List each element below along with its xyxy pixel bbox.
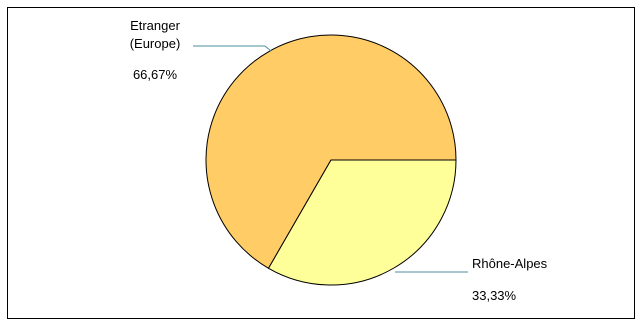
slice-labels: Etranger (Europe) 66,67% Rhône-Alpes 33,… <box>130 18 548 303</box>
slice-value-rhone-alpes: 33,33% <box>472 288 517 303</box>
slice-label-etranger-line-2: (Europe) <box>130 36 181 51</box>
pie-slice-etranger <box>205 34 457 269</box>
slice-label-rhone-alpes: Rhône-Alpes <box>472 256 548 271</box>
pie-slice-rhone-alpes <box>267 159 457 286</box>
leader-line-etranger <box>193 45 272 52</box>
pie-slices <box>205 34 457 286</box>
leader-lines <box>193 45 468 273</box>
slice-value-etranger: 66,67% <box>133 67 178 82</box>
slice-label-etranger-line-1: Etranger <box>130 18 181 33</box>
